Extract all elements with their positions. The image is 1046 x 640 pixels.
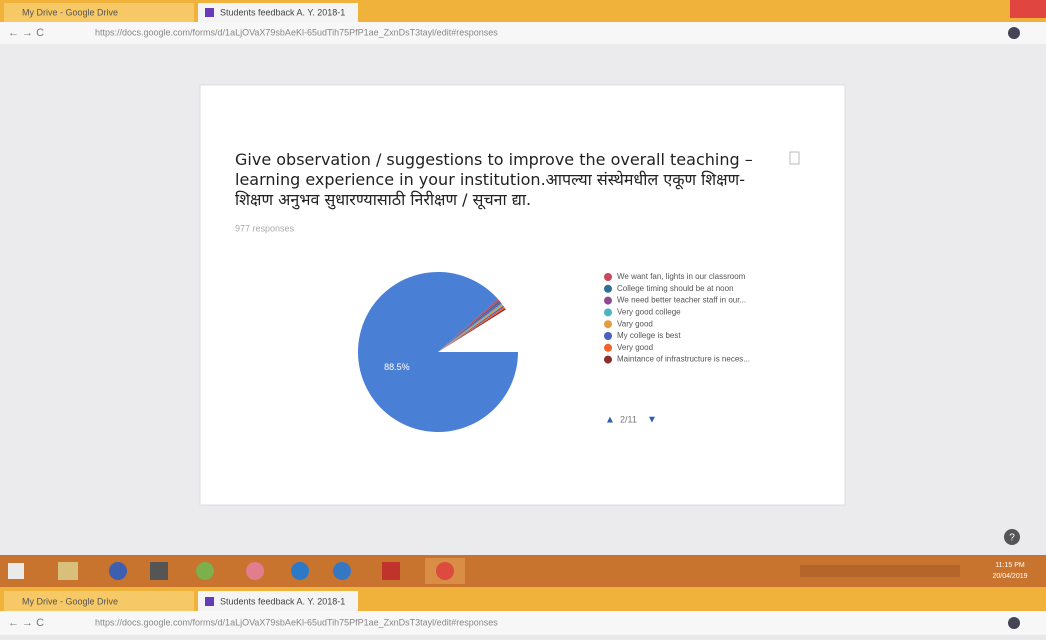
start-button[interactable] bbox=[8, 563, 24, 579]
pie-slice bbox=[438, 307, 506, 352]
legend-label: Very good bbox=[617, 343, 653, 352]
address-bar bbox=[0, 611, 1046, 635]
legend-label: Very good college bbox=[617, 308, 681, 317]
tab-title: My Drive - Google Drive bbox=[22, 7, 118, 17]
legend-page: 2/11 bbox=[620, 414, 637, 424]
clock-time: 11:15 PM bbox=[995, 562, 1025, 569]
profile-icon[interactable] bbox=[1008, 617, 1020, 629]
legend-label: College timing should be at noon bbox=[617, 284, 734, 293]
app-icon[interactable] bbox=[150, 562, 168, 580]
pie-slice bbox=[438, 302, 502, 352]
legend-label: We want fan, lights in our classroom bbox=[617, 272, 746, 281]
tab-title: Students feedback A. Y. 2018-1 bbox=[220, 7, 345, 17]
pie-slice bbox=[438, 305, 505, 352]
app-icon[interactable] bbox=[109, 562, 127, 580]
pie-slice bbox=[438, 308, 506, 352]
nav-buttons[interactable]: ← → C bbox=[8, 27, 44, 39]
legend-swatch bbox=[604, 320, 612, 329]
tab[interactable] bbox=[4, 3, 194, 22]
legend-swatch bbox=[604, 343, 612, 352]
copy-icon[interactable] bbox=[789, 151, 800, 165]
tab[interactable] bbox=[4, 591, 194, 611]
app-icon[interactable] bbox=[58, 562, 78, 580]
question-title: Give observation / suggestions to improv… bbox=[235, 150, 753, 209]
profile-icon[interactable] bbox=[1008, 27, 1020, 39]
slice-label: 88.5% bbox=[384, 362, 410, 372]
pie-slice bbox=[358, 272, 518, 433]
legend-swatch bbox=[604, 273, 612, 281]
close-button[interactable] bbox=[1010, 0, 1046, 18]
response-count: 977 responses bbox=[235, 223, 295, 233]
clock-date: 20/04/2019 bbox=[992, 573, 1027, 580]
tab-title: My Drive - Google Drive bbox=[22, 596, 118, 606]
legend-label: My college is best bbox=[617, 331, 681, 340]
app-icon[interactable] bbox=[333, 562, 351, 580]
legend-swatch bbox=[604, 296, 612, 305]
legend-swatch bbox=[604, 284, 612, 293]
app-icon[interactable] bbox=[382, 562, 400, 580]
url[interactable]: https://docs.google.com/forms/d/1aLjOVaX… bbox=[95, 617, 498, 627]
prev-arrow[interactable]: ▲ bbox=[605, 415, 615, 426]
title-box: Give observation / suggestions to improv… bbox=[235, 150, 753, 209]
app-icon[interactable] bbox=[246, 562, 264, 580]
address-bar bbox=[0, 22, 1046, 44]
tab[interactable] bbox=[198, 3, 358, 22]
tray-icons bbox=[800, 565, 960, 577]
nav-buttons[interactable]: ← → C bbox=[8, 617, 44, 629]
legend-swatch bbox=[604, 308, 612, 317]
pie-slice bbox=[438, 303, 503, 352]
pie-slice bbox=[438, 299, 500, 352]
url[interactable]: https://docs.google.com/forms/d/1aLjOVaX… bbox=[95, 27, 498, 37]
app-icon[interactable] bbox=[291, 562, 309, 580]
help-button[interactable] bbox=[1004, 529, 1020, 545]
legend-swatch bbox=[604, 332, 612, 340]
tab[interactable] bbox=[198, 591, 358, 611]
pie-slice bbox=[438, 300, 501, 352]
forms-icon bbox=[205, 597, 214, 606]
legend-label: We need better teacher staff in our... bbox=[617, 296, 746, 305]
legend-label: Vary good bbox=[617, 319, 653, 328]
help-icon: ? bbox=[1009, 533, 1015, 544]
legend-swatch bbox=[604, 355, 612, 364]
forms-icon bbox=[205, 8, 214, 17]
response-card bbox=[199, 84, 846, 506]
legend-label: Maintance of infrastructure is neces... bbox=[617, 355, 750, 364]
app-icon[interactable] bbox=[196, 562, 214, 580]
pie-slice bbox=[438, 304, 504, 352]
next-arrow[interactable]: ▼ bbox=[647, 415, 657, 426]
chrome-icon[interactable] bbox=[436, 562, 454, 580]
tab-title: Students feedback A. Y. 2018-1 bbox=[220, 596, 345, 606]
